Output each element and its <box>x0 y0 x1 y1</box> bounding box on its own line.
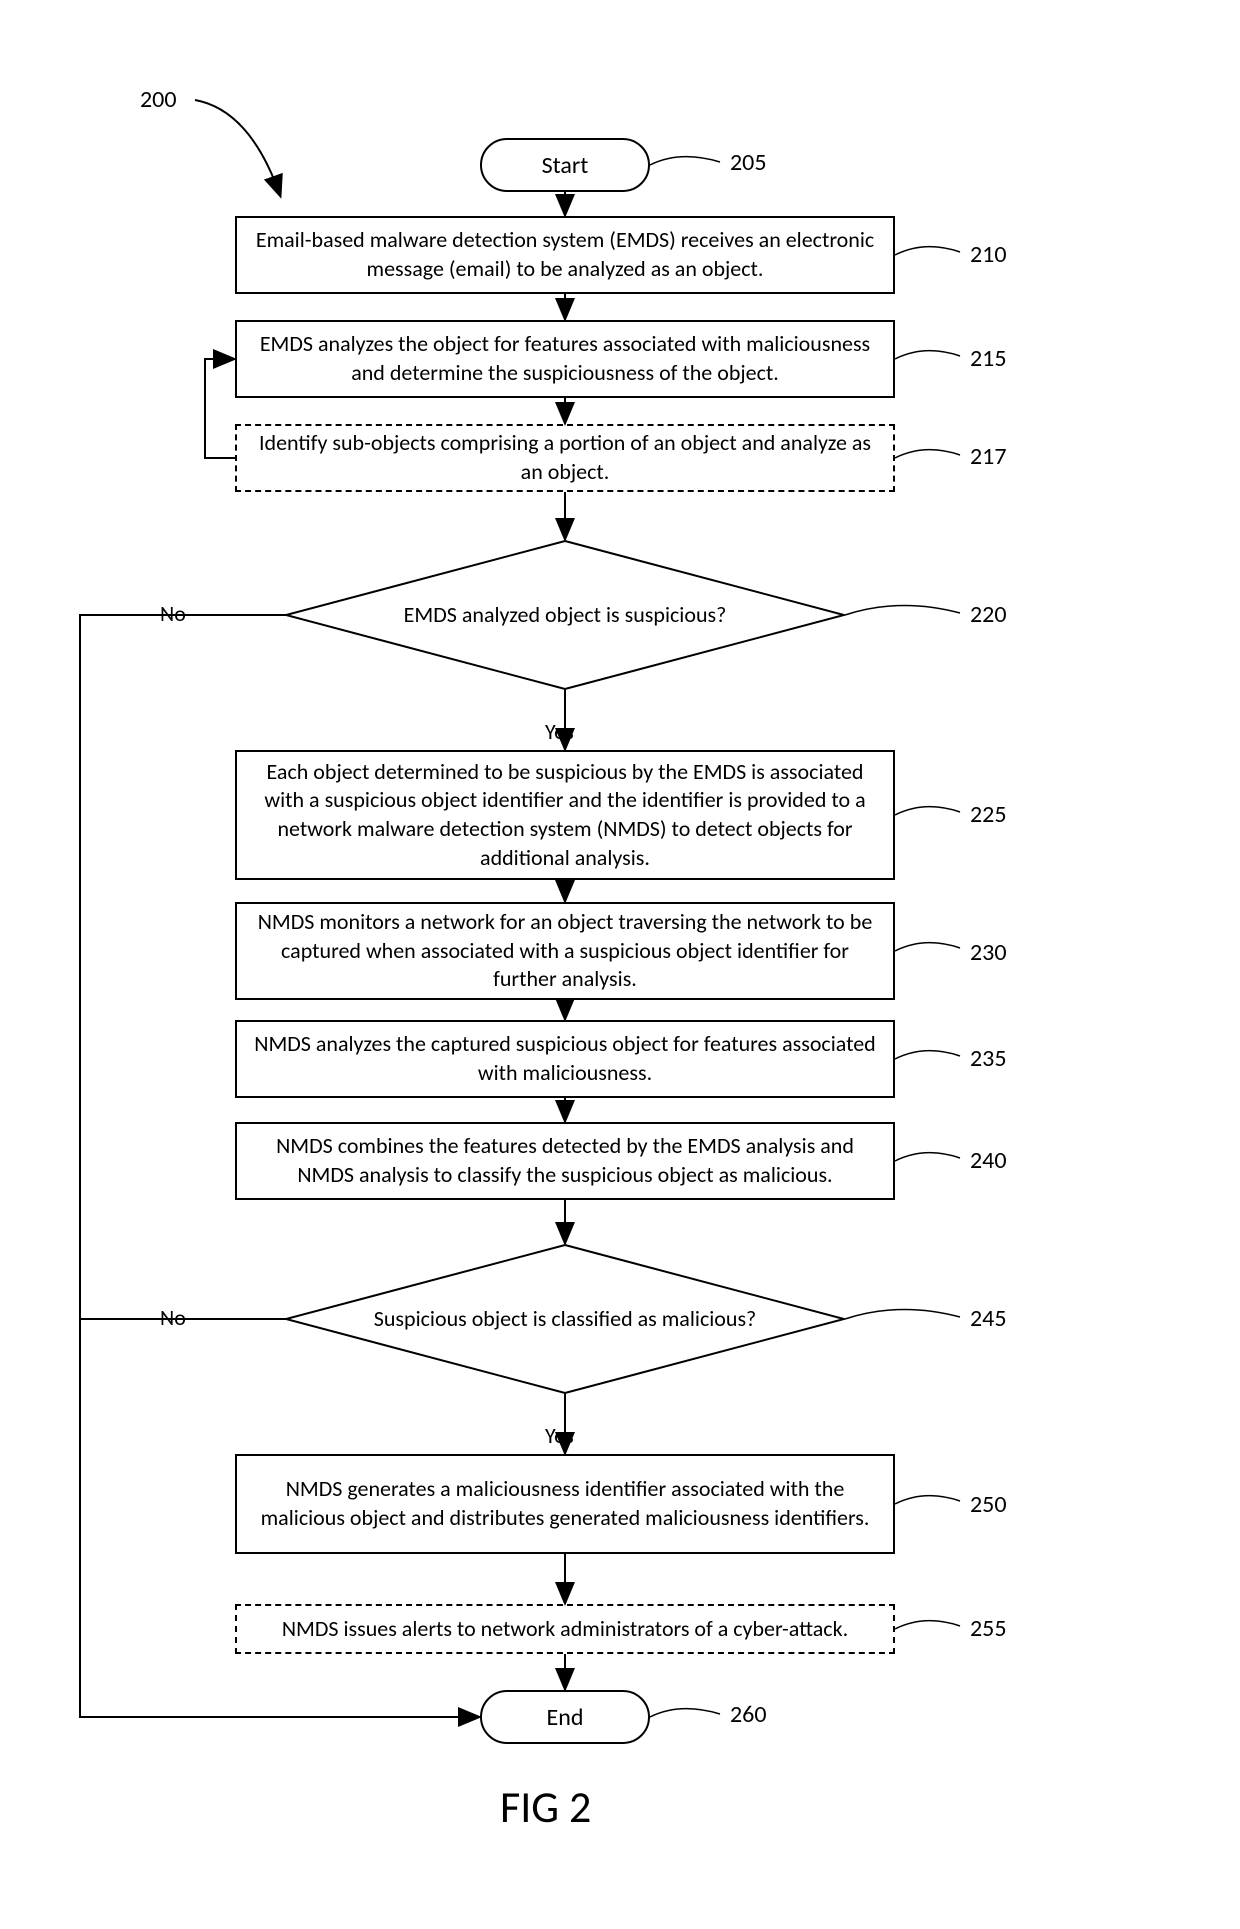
ref-225: 225 <box>970 800 1007 829</box>
ref-245: 245 <box>970 1304 1007 1333</box>
process-215: EMDS analyzes the object for features as… <box>235 320 895 398</box>
ref-205: 205 <box>730 148 767 177</box>
ref-260: 260 <box>730 1700 767 1729</box>
decision-220: EMDS analyzed object is suspicious? <box>285 540 845 690</box>
process-230: NMDS monitors a network for an object tr… <box>235 902 895 1000</box>
process-255: NMDS issues alerts to network administra… <box>235 1604 895 1654</box>
decision-245: Suspicious object is classified as malic… <box>285 1244 845 1394</box>
process-240: NMDS combines the features detected by t… <box>235 1122 895 1200</box>
decision-220-yes: Yes <box>545 718 574 745</box>
start-text: Start <box>542 151 589 180</box>
flowchart-figure: 200 Start 205 Email-based malware detect… <box>0 0 1240 1929</box>
ref-255: 255 <box>970 1614 1007 1643</box>
process-250: NMDS generates a maliciousness identifie… <box>235 1454 895 1554</box>
process-255-text: NMDS issues alerts to network administra… <box>282 1615 848 1644</box>
ref-210: 210 <box>970 240 1007 269</box>
end-text: End <box>547 1703 584 1732</box>
process-225: Each object determined to be suspicious … <box>235 750 895 880</box>
ref-215: 215 <box>970 344 1007 373</box>
process-210: Email-based malware detection system (EM… <box>235 216 895 294</box>
terminator-start: Start <box>480 138 650 192</box>
process-235-text: NMDS analyzes the captured suspicious ob… <box>253 1030 877 1087</box>
ref-250: 250 <box>970 1490 1007 1519</box>
process-240-text: NMDS combines the features detected by t… <box>253 1132 877 1189</box>
process-230-text: NMDS monitors a network for an object tr… <box>253 908 877 994</box>
decision-245-yes: Yes <box>545 1422 574 1449</box>
decision-245-text: Suspicious object is classified as malic… <box>314 1305 817 1334</box>
decision-220-no: No <box>160 600 186 627</box>
diagram-ref-200: 200 <box>140 85 177 114</box>
process-225-text: Each object determined to be suspicious … <box>253 758 877 872</box>
decision-220-text: EMDS analyzed object is suspicious? <box>344 601 787 630</box>
process-217: Identify sub-objects comprising a portio… <box>235 424 895 492</box>
ref-217: 217 <box>970 442 1007 471</box>
terminator-end: End <box>480 1690 650 1744</box>
process-235: NMDS analyzes the captured suspicious ob… <box>235 1020 895 1098</box>
decision-245-no: No <box>160 1304 186 1331</box>
process-250-text: NMDS generates a maliciousness identifie… <box>253 1475 877 1532</box>
process-215-text: EMDS analyzes the object for features as… <box>253 330 877 387</box>
process-210-text: Email-based malware detection system (EM… <box>253 226 877 283</box>
figure-title: FIG 2 <box>500 1780 591 1834</box>
process-217-text: Identify sub-objects comprising a portio… <box>253 429 877 486</box>
ref-240: 240 <box>970 1146 1007 1175</box>
ref-220: 220 <box>970 600 1007 629</box>
ref-230: 230 <box>970 938 1007 967</box>
ref-235: 235 <box>970 1044 1007 1073</box>
